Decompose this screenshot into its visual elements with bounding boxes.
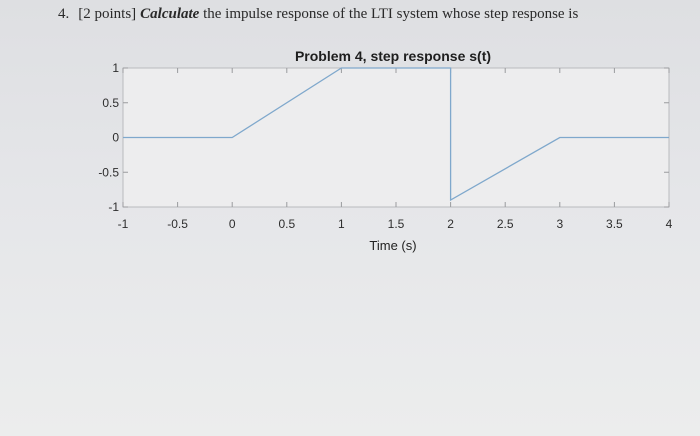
chart-title: Problem 4, step response s(t) — [295, 48, 491, 64]
problem-points: [2 points] — [78, 6, 137, 22]
problem-statement: 4. [2 points] Calculate the impulse respon… — [58, 6, 578, 23]
y-tick-label: 0.5 — [102, 96, 119, 110]
x-tick-label: 3.5 — [606, 217, 623, 231]
x-tick-label: 2 — [447, 217, 454, 231]
x-tick-label: -1 — [118, 217, 129, 231]
x-tick-label: 1 — [338, 217, 345, 231]
x-tick-label: 2.5 — [497, 217, 514, 231]
x-tick-label: 0 — [229, 217, 236, 231]
x-tick-label: 3 — [556, 217, 563, 231]
problem-text: the impulse response of the LTI system w… — [203, 6, 579, 22]
x-tick-label: 4 — [666, 217, 673, 231]
step-response-line — [123, 67, 669, 202]
problem-verb: Calculate — [140, 6, 200, 22]
y-tick-label: -1 — [108, 200, 119, 214]
x-tick-label: -0.5 — [167, 217, 188, 231]
y-tick-label: 1 — [112, 61, 119, 75]
problem-number: 4. — [58, 6, 70, 22]
y-tick-label: -0.5 — [98, 165, 119, 179]
y-tick-label: 0 — [112, 131, 119, 145]
x-tick-label: 1.5 — [388, 217, 405, 231]
x-tick-label: 0.5 — [278, 217, 295, 231]
x-axis-label: Time (s) — [369, 238, 416, 253]
